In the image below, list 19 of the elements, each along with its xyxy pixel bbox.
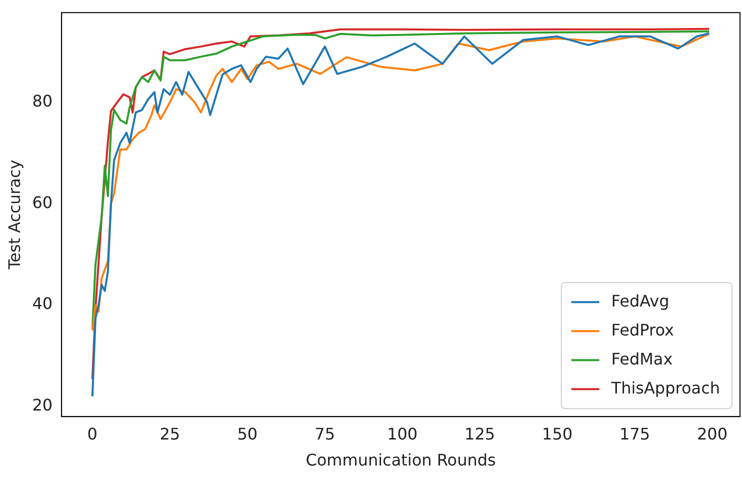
x-tick-label: 25 [160, 424, 180, 444]
legend-label: FedMax [611, 349, 673, 368]
x-axis-title: Communication Rounds [306, 450, 496, 470]
y-tick-label: 20 [32, 396, 53, 415]
x-tick-label: 50 [237, 424, 258, 444]
legend-label: FedAvg [611, 291, 670, 310]
x-tick-label: 75 [314, 424, 336, 444]
y-tick-label: 60 [32, 192, 53, 212]
y-tick-label: 40 [32, 294, 53, 314]
y-tick-label: 80 [32, 91, 53, 110]
y-axis-title: Test Accuracy [4, 160, 24, 270]
legend-label: ThisApproach [610, 378, 720, 398]
x-tick-label: 200 [696, 424, 728, 444]
x-tick-label: 150 [542, 424, 573, 444]
x-tick-label: 0 [87, 424, 98, 444]
legend-label: FedProx [611, 320, 674, 340]
x-tick-label: 175 [620, 424, 650, 444]
x-tick-label: 100 [387, 424, 418, 444]
x-tick-label: 125 [464, 424, 496, 444]
